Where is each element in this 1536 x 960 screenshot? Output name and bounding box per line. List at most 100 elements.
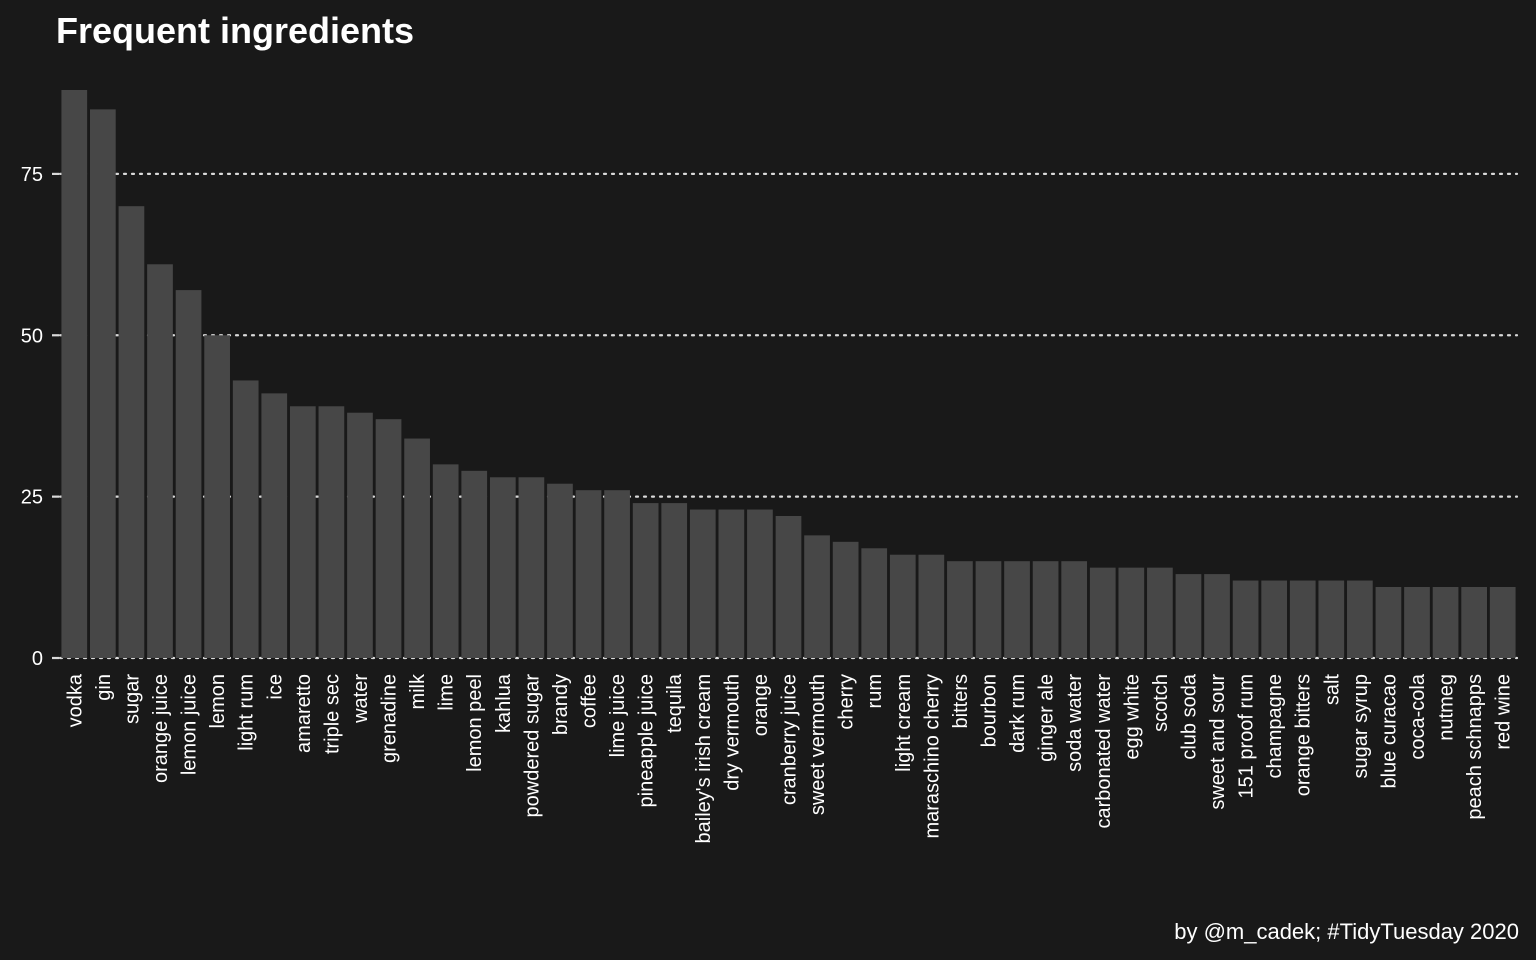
x-tick-label: lime [436,674,458,711]
bar-light-rum [232,380,259,658]
bar-salt [1318,580,1345,658]
x-tick-label: red wine [1493,674,1515,750]
bar-scotch [1147,567,1173,658]
bar-triple-sec [318,406,345,658]
x-tick-label: egg white [1121,674,1143,760]
x-tick-label: kahlua [493,673,515,733]
bar-soda-water [1061,561,1088,658]
bar-water [347,412,373,658]
bar-vodka [61,90,88,658]
bar-dry-vermouth [718,509,745,658]
x-tick-label: bitters [950,674,972,728]
x-tick-label: sweet and sour [1207,674,1229,810]
bar-grenadine [375,419,402,658]
bar-sweet-vermouth [804,535,830,658]
x-tick-label: lemon [207,674,229,728]
bar-sugar-syrup [1347,580,1373,658]
x-tick-label: brandy [550,674,572,735]
x-tick-label: dark rum [1007,674,1029,753]
bar-champagne [1261,580,1288,658]
x-axis: vodka gin sugar orange juice lemon juice lemo… [64,673,1514,843]
x-tick-label: sugar syrup [1350,674,1372,779]
x-tick-label: powdered sugar [521,674,543,818]
x-tick-label: sweet vermouth [807,674,829,815]
x-tick-label: triple sec [321,674,343,754]
chart-title: Frequent ingredients [56,10,414,51]
bar-cherry [832,541,859,658]
x-tick-label: gin [93,674,115,701]
x-tick-label: rum [864,674,886,708]
bar-brandy [547,483,573,658]
x-tick-label: ice [264,674,286,700]
bar-carbonated-water [1089,567,1116,658]
bar-club-soda [1175,574,1202,658]
bar-lime-juice [604,490,630,658]
y-tick-label: 75 [21,164,43,186]
bar-coca-cola [1404,587,1430,658]
x-tick-label: lemon juice [179,674,201,775]
bar-cranberry-juice [775,516,802,658]
y-tick-label: 0 [32,648,43,670]
x-tick-label: lemon peel [464,674,486,772]
bar-powdered-sugar [518,477,545,658]
x-tick-label: cranberry juice [779,674,801,805]
x-tick-label: blue curacao [1378,674,1400,789]
bar-lemon-juice [175,290,202,658]
bar-light-cream [889,554,916,658]
bar-151-proof-rum [1232,580,1259,658]
bar-lime [432,464,459,658]
x-tick-label: pineapple juice [636,674,658,807]
bar-sugar [118,206,145,658]
bar-lemon-peel [461,470,488,658]
bar-maraschino-cherry [918,554,945,658]
bar-lemon [204,335,230,658]
x-tick-label: club soda [1178,673,1200,759]
x-tick-label: carbonated water [1093,674,1115,829]
x-tick-label: vodka [64,673,86,727]
y-axis: 0 25 50 75 [21,164,59,670]
x-tick-label: bailey's irish cream [693,674,715,843]
x-tick-label: cherry [836,674,858,730]
x-tick-label: salt [1321,674,1343,706]
x-tick-label: orange bitters [1293,674,1315,796]
x-tick-label: lime juice [607,674,629,757]
x-tick-label: dry vermouth [721,674,743,791]
x-tick-label: milk [407,673,429,710]
bar-peach-schnapps [1461,587,1488,658]
x-tick-label: orange [750,674,772,736]
x-tick-label: maraschino cherry [921,674,943,839]
x-tick-label: light cream [893,674,915,772]
bar-pineapple-juice [632,503,659,658]
x-tick-label: orange juice [150,674,172,783]
bar-orange-bitters [1289,580,1316,658]
bar-bourbon [975,561,1002,658]
x-tick-label: champagne [1264,674,1286,779]
x-tick-label: light rum [236,674,258,751]
x-tick-label: bourbon [978,674,1000,747]
x-tick-label: grenadine [379,674,401,763]
bar-ginger-ale [1032,561,1059,658]
x-tick-label: amaretto [293,674,315,753]
x-tick-label: tequila [664,673,686,733]
bar-nutmeg [1432,587,1459,658]
bar-amaretto [289,406,316,658]
x-tick-label: scotch [1150,674,1172,732]
bar-sweet-and-sour [1204,574,1230,658]
x-tick-label: nutmeg [1436,674,1458,741]
x-tick-label: coffee [579,674,601,728]
x-tick-label: soda water [1064,674,1086,772]
bar-blue-curacao [1375,587,1402,658]
bar-bailey-s-irish-cream [689,509,716,658]
x-tick-label: ginger ale [1036,674,1058,762]
bar-tequila [661,503,688,658]
x-tick-label: 151 proof rum [1236,674,1258,799]
x-tick-label: sugar [121,674,143,724]
bar-orange-juice [147,264,173,658]
bar-gin [89,109,116,658]
bar-orange [747,509,773,658]
y-tick-label: 50 [21,325,43,347]
bar-coffee [575,490,602,658]
x-tick-label: coca-cola [1407,673,1429,759]
